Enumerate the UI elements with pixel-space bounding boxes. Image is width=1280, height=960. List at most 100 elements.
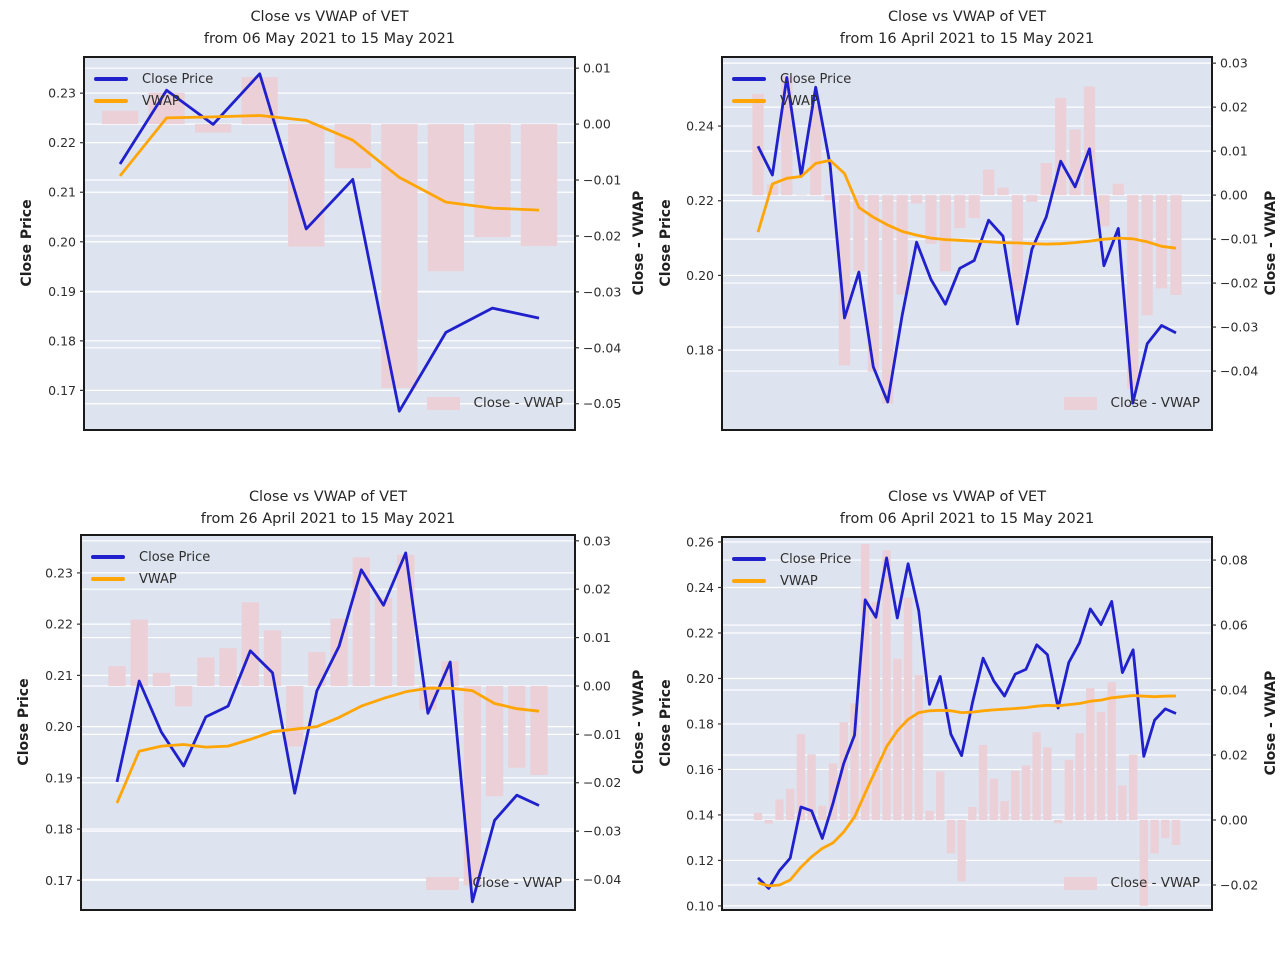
diff-bar xyxy=(982,169,995,196)
chart4-legend-close: Close Price xyxy=(732,551,851,567)
diff-bar xyxy=(374,597,393,686)
diff-bar xyxy=(101,110,139,125)
diff-bar xyxy=(1170,195,1182,295)
diff-bar xyxy=(1086,688,1095,820)
plot-border xyxy=(83,56,576,431)
y-tick-label: −0.03 xyxy=(1220,320,1258,335)
diff-bar xyxy=(174,685,193,707)
y-tick-label: −0.01 xyxy=(583,173,621,188)
chart3-legend-close: Close Price xyxy=(91,549,210,565)
diff-bar xyxy=(1127,195,1139,389)
chart3-title: Close vs VWAP of VET xyxy=(248,489,408,505)
y-tick-label: −0.04 xyxy=(583,872,621,887)
chart1-plot: 0.17 0.18 0.19 0.20 0.21 0.22 0.23 0.01 0.00 −0.0… xyxy=(48,56,621,431)
chart4-legend-diff: Close - VWAP xyxy=(1063,875,1200,891)
diff-bar xyxy=(871,601,881,820)
y-tick-label: 0.17 xyxy=(48,383,76,398)
diff-bar xyxy=(1053,819,1063,824)
diff-bar xyxy=(152,672,171,686)
diff-bar xyxy=(968,195,980,218)
diff-bar xyxy=(978,744,988,820)
diff-bar xyxy=(1083,86,1096,196)
y-tick-label: −0.02 xyxy=(1220,276,1258,291)
close-price-line xyxy=(757,556,1177,890)
diff-bar xyxy=(752,93,764,196)
diff-bar xyxy=(954,195,966,229)
plot-border xyxy=(80,534,576,911)
diff-bar xyxy=(520,124,558,247)
close-line-swatch xyxy=(94,77,128,81)
y-tick-label: −0.04 xyxy=(583,340,621,355)
chart1-title: Close vs VWAP of VET xyxy=(250,9,409,25)
diff-bar xyxy=(334,124,371,169)
y-tick-label: 0.20 xyxy=(686,268,714,283)
diff-bar xyxy=(818,805,827,820)
diff-bar xyxy=(936,771,945,820)
diff-bar xyxy=(957,819,966,882)
close-price-line xyxy=(756,76,1177,405)
diff-bar xyxy=(1141,195,1153,316)
y-tick-label: 0.08 xyxy=(1220,553,1248,568)
chart2-subtitle: from 16 April 2021 to 15 May 2021 xyxy=(839,31,1095,47)
chart2-title: Close vs VWAP of VET xyxy=(887,9,1047,25)
y-tick-label: −0.03 xyxy=(583,824,621,839)
diff-bar xyxy=(828,763,838,820)
y-tick-label: 0.24 xyxy=(686,119,714,134)
diff-bar xyxy=(485,685,504,797)
y-tick-label: 0.02 xyxy=(583,582,611,597)
diff-bar xyxy=(867,195,879,372)
chart3-subtitle: from 26 April 2021 to 15 May 2021 xyxy=(200,511,456,527)
diff-bar xyxy=(1112,183,1124,196)
diff-bar xyxy=(764,819,773,824)
y-tick-label: 0.18 xyxy=(48,333,76,348)
close-line-swatch xyxy=(732,557,766,561)
y-tick-label: 0.02 xyxy=(1220,748,1248,763)
close-price-line xyxy=(118,72,540,413)
diff-bar-swatch xyxy=(1063,876,1097,890)
y-tick-label: −0.02 xyxy=(583,775,621,790)
y-tick-label: 0.00 xyxy=(1220,812,1248,827)
diff-bar xyxy=(795,194,807,196)
y-tick-label: 0.03 xyxy=(583,533,611,548)
diff-bar xyxy=(775,799,784,820)
y-tick-label: 0.22 xyxy=(686,625,714,640)
y-tick-label: 0.20 xyxy=(48,234,76,249)
vwap-line-swatch xyxy=(91,577,125,581)
diff-bar xyxy=(352,557,370,686)
diff-bar xyxy=(530,685,548,775)
y-tick-label: 0.01 xyxy=(583,630,611,645)
y-tick-label: 0.16 xyxy=(686,762,714,777)
diff-bar xyxy=(914,675,923,820)
diff-bar-swatch xyxy=(426,396,460,410)
diff-bar xyxy=(882,550,891,820)
y-tick-label: 0.00 xyxy=(583,678,611,693)
y-tick-label: 0.22 xyxy=(686,193,714,208)
y-tick-label: 0.18 xyxy=(45,822,73,837)
diff-bar xyxy=(925,810,934,820)
y-tick-label: 0.21 xyxy=(45,668,73,683)
diff-bar xyxy=(838,195,851,366)
diff-bar xyxy=(925,195,937,244)
plot-border xyxy=(721,56,1213,431)
diff-bar xyxy=(796,733,806,820)
diff-bar xyxy=(1128,754,1138,820)
legend-label: Close Price xyxy=(780,71,852,87)
chart4-plot: 0.10 0.12 0.14 0.16 0.18 0.20 0.22 0.24 0.26 0.08… xyxy=(686,535,1258,914)
diff-bar xyxy=(130,619,148,686)
diff-bar xyxy=(1000,801,1009,820)
diff-bar xyxy=(807,754,816,820)
legend-label: VWAP xyxy=(139,571,177,587)
diff-bar xyxy=(286,685,304,747)
diff-bar xyxy=(1075,733,1084,820)
chart2-legend-diff: Close - VWAP xyxy=(1063,395,1200,411)
diff-bar xyxy=(766,184,779,196)
chart2-legend-vwap: VWAP xyxy=(732,93,818,109)
legend-label: VWAP xyxy=(142,93,180,109)
diff-bar xyxy=(1155,195,1168,289)
chart1-legend-close: Close Price xyxy=(94,71,213,87)
diff-bar xyxy=(1011,770,1020,820)
diff-bar xyxy=(910,195,923,204)
diff-bar xyxy=(1139,819,1149,906)
diff-bar xyxy=(197,657,215,686)
diff-bar xyxy=(810,105,822,196)
